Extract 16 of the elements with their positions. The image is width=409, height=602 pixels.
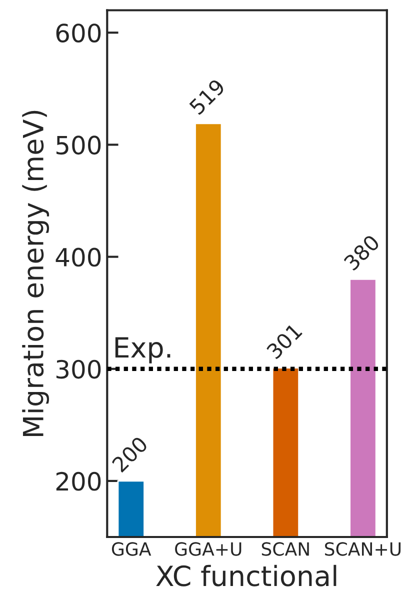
y-tick-label: 300 xyxy=(56,360,101,379)
x-tick-label: GGA xyxy=(112,542,152,556)
data-label: 200 xyxy=(111,436,148,473)
x-tick-label: GGA+U xyxy=(175,542,242,556)
x-tick-label: SCAN xyxy=(262,542,309,556)
y-axis-title: Migration energy (meV) xyxy=(22,110,50,436)
data-label: 380 xyxy=(343,234,380,272)
ref-line-label: Exp. xyxy=(115,337,170,364)
x-axis-title: XC functional xyxy=(156,564,336,586)
y-tick-label: 600 xyxy=(56,24,101,42)
data-label: 519 xyxy=(188,78,226,116)
x-tick-label: SCAN+U xyxy=(325,542,401,556)
y-tick-label: 500 xyxy=(56,136,101,155)
y-tick-label: 200 xyxy=(56,472,101,491)
y-tick-label: 400 xyxy=(56,248,101,267)
data-label: 301 xyxy=(266,322,303,360)
